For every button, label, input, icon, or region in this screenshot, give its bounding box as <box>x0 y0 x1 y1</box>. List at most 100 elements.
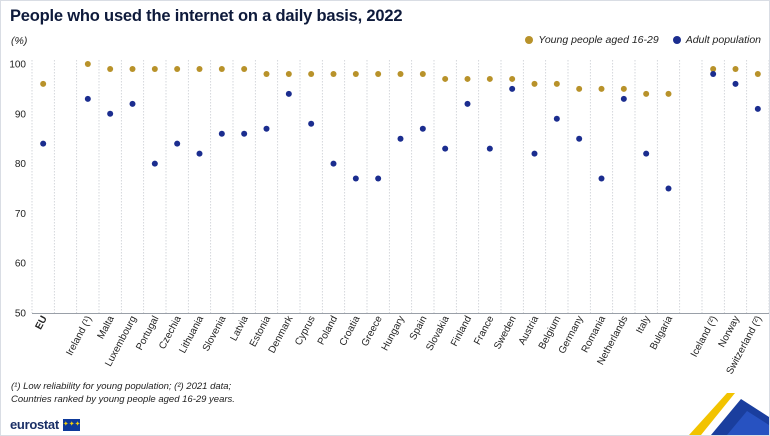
point-adult <box>285 90 292 97</box>
x-tick-label: France <box>472 314 497 347</box>
point-adult <box>129 100 136 107</box>
x-tick-label: Poland <box>316 314 340 347</box>
point-adult <box>620 95 627 102</box>
point-adult <box>509 85 516 92</box>
legend: Young people aged 16-29 Adult population <box>511 34 761 46</box>
x-tick-label: EU <box>34 314 50 331</box>
x-tick-label: Finland <box>449 314 474 348</box>
point-young <box>174 65 181 72</box>
point-young <box>509 75 516 82</box>
point-young <box>598 85 605 92</box>
point-young <box>263 70 270 77</box>
point-young <box>486 75 493 82</box>
x-tick-label: Ireland (¹) <box>64 314 94 357</box>
point-layer <box>40 61 761 192</box>
point-adult <box>643 150 650 157</box>
point-young <box>330 70 337 77</box>
legend-label-young: Young people aged 16-29 <box>538 34 659 46</box>
point-adult <box>40 140 47 147</box>
legend-label-adult: Adult population <box>685 34 761 46</box>
point-young <box>151 65 158 72</box>
point-young <box>352 70 359 77</box>
legend-item-adult: Adult population <box>672 34 761 46</box>
point-young <box>754 70 761 77</box>
point-young <box>218 65 225 72</box>
point-young <box>397 70 404 77</box>
y-tick-label: 50 <box>15 309 27 320</box>
point-adult <box>375 175 382 182</box>
point-young <box>419 70 426 77</box>
point-adult <box>397 135 404 142</box>
eu-flag-icon: ✦✦✦ <box>62 418 81 431</box>
point-young <box>665 90 672 97</box>
point-young <box>285 70 292 77</box>
point-adult <box>241 130 248 137</box>
point-young <box>464 75 471 82</box>
unit-label: (%) <box>11 35 28 47</box>
legend-swatch-young <box>525 36 534 44</box>
point-adult <box>732 80 739 87</box>
grid-layer <box>31 60 769 314</box>
point-adult <box>665 185 672 192</box>
point-adult <box>598 175 605 182</box>
point-adult <box>196 150 203 157</box>
x-label-layer: EU Ireland (¹) MaltaLuxembourgPortugalCzec… <box>34 313 765 376</box>
y-tick-label: 100 <box>9 60 26 71</box>
point-adult <box>531 150 538 157</box>
point-young <box>129 65 136 72</box>
point-adult <box>553 115 560 122</box>
x-tick-label: Cyprus <box>293 314 318 347</box>
point-adult <box>308 120 315 127</box>
point-adult <box>754 105 761 112</box>
point-young <box>308 70 315 77</box>
point-young <box>40 80 47 87</box>
point-young <box>241 65 248 72</box>
x-tick-label: Italy <box>634 314 652 335</box>
x-tick-label: Malta <box>96 314 117 341</box>
footnote-line-1: (¹) Low reliability for young population… <box>11 381 232 392</box>
point-young <box>576 85 583 92</box>
point-adult <box>174 140 181 147</box>
point-adult <box>486 145 493 152</box>
x-tick-label: Austria <box>517 314 542 347</box>
point-young <box>710 65 717 72</box>
point-adult <box>107 110 114 117</box>
point-young <box>196 65 203 72</box>
point-young <box>553 80 560 87</box>
y-tick-label: 70 <box>15 209 27 220</box>
x-tick-label: Iceland (²) <box>689 314 720 359</box>
footnote: (¹) Low reliability for young population… <box>11 381 235 406</box>
point-young <box>732 65 739 72</box>
point-young <box>620 85 627 92</box>
point-adult <box>263 125 270 132</box>
corner-decoration <box>689 393 769 435</box>
point-adult <box>151 160 158 167</box>
logo-text: eurostat <box>10 417 59 432</box>
point-adult <box>84 95 91 102</box>
point-adult <box>710 70 717 77</box>
x-tick-label: Latvia <box>229 314 251 343</box>
point-adult <box>576 135 583 142</box>
legend-swatch-adult <box>672 36 681 44</box>
chart-title: People who used the internet on a daily … <box>10 7 403 25</box>
y-tick-layer: 50 60 70 80 90 100 <box>9 60 26 320</box>
y-tick-label: 60 <box>15 259 27 270</box>
point-adult <box>419 125 426 132</box>
x-tick-label: Spain <box>408 314 430 342</box>
eurostat-logo: eurostat ✦✦✦ <box>10 417 81 432</box>
point-young <box>84 61 91 67</box>
point-adult <box>218 130 225 137</box>
y-tick-label: 80 <box>15 159 27 170</box>
point-adult <box>352 175 359 182</box>
y-tick-label: 90 <box>15 109 27 120</box>
point-adult <box>464 100 471 107</box>
point-young <box>107 65 114 72</box>
point-adult <box>442 145 449 152</box>
point-young <box>442 75 449 82</box>
point-young <box>375 70 382 77</box>
point-adult <box>330 160 337 167</box>
footnote-line-2: Countries ranked by young people aged 16… <box>11 393 235 405</box>
point-young <box>643 90 650 97</box>
